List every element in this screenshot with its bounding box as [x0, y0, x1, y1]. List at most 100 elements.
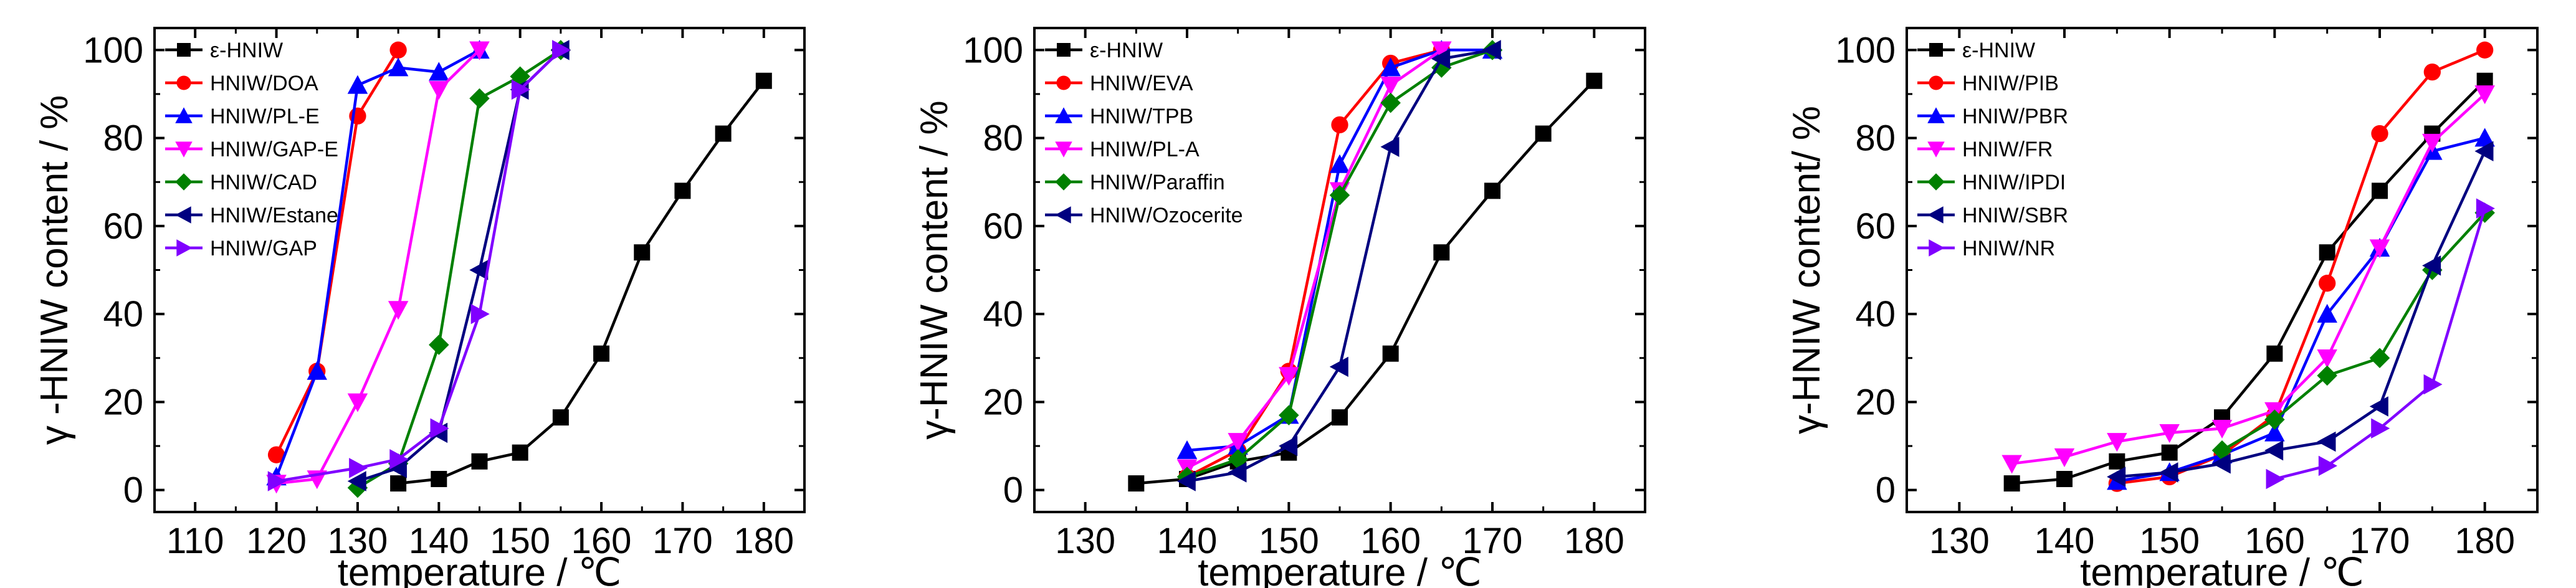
- data-point: [2371, 418, 2390, 439]
- x-tick-label: 150: [490, 521, 550, 561]
- legend-marker: [176, 75, 191, 90]
- series-6: [1176, 40, 1501, 491]
- data-point: [2318, 455, 2337, 477]
- data-point: [2369, 348, 2390, 369]
- data-point: [2054, 448, 2075, 467]
- legend-marker: [177, 43, 191, 57]
- y-axis-title: γ -HNIW content / %: [33, 95, 76, 445]
- legend-label: HNIW/GAP: [210, 237, 317, 260]
- y-tick-label: 80: [983, 118, 1023, 159]
- legend-marker: [175, 206, 191, 224]
- data-point: [2317, 365, 2337, 386]
- data-point: [390, 475, 407, 492]
- data-point: [2319, 244, 2335, 261]
- legend-label: HNIW/PBR: [1962, 105, 2068, 128]
- data-point: [755, 72, 772, 89]
- legend-label: HNIW/GAP-E: [210, 138, 338, 161]
- series-3: [2107, 128, 2495, 490]
- data-point: [431, 471, 447, 488]
- legend-marker: [1057, 43, 1071, 57]
- plot-frame: [1033, 27, 1646, 513]
- x-axis-title: temperature / ℃: [338, 551, 622, 588]
- x-tick-label: 140: [2035, 521, 2095, 561]
- y-tick-label: 20: [103, 382, 143, 422]
- data-point: [349, 458, 368, 478]
- series-line: [357, 49, 562, 483]
- data-point: [2266, 468, 2285, 490]
- x-tick-label: 160: [1360, 521, 1421, 561]
- data-point: [470, 303, 490, 325]
- data-point: [429, 334, 449, 355]
- data-point: [1433, 244, 1450, 261]
- x-tick-label: 110: [166, 521, 224, 561]
- data-point: [593, 345, 610, 362]
- data-point: [347, 75, 368, 94]
- data-point: [1329, 154, 1350, 173]
- data-point: [511, 79, 530, 100]
- y-tick-label: 0: [1003, 470, 1023, 511]
- data-point: [1380, 77, 1401, 96]
- legend-marker: [1929, 43, 1943, 57]
- x-tick-label: 130: [1055, 521, 1115, 561]
- legend-marker: [1929, 239, 1945, 257]
- legend-label: ε-HNIW: [210, 39, 283, 62]
- data-point: [715, 125, 732, 142]
- series-line: [2117, 49, 2486, 485]
- series-6: [2107, 141, 2494, 487]
- data-point: [469, 41, 490, 60]
- y-tick-label: 60: [983, 206, 1023, 247]
- data-point: [2474, 85, 2495, 105]
- x-axis-title: temperature / ℃: [1198, 551, 1482, 588]
- data-point: [1484, 183, 1500, 199]
- chart-panel-1: 110 120 130 140 150 160 170 180 0 20 40 60 80 100 temp…: [33, 27, 806, 588]
- data-point: [552, 409, 569, 426]
- legend-marker: [175, 173, 193, 191]
- data-point: [1228, 433, 1248, 452]
- data-point: [2001, 455, 2022, 474]
- legend: ε-HNIW HNIW/DOA HNIW/PL-E HNIW/GAP-E HNIW/CA…: [165, 39, 338, 260]
- legend-marker: [175, 107, 193, 123]
- data-point: [1128, 475, 1145, 492]
- x-tick-label: 170: [652, 521, 713, 561]
- x-tick-label: 140: [409, 521, 469, 561]
- data-point: [430, 418, 449, 439]
- data-point: [1586, 72, 1603, 89]
- legend-marker: [1927, 141, 1945, 158]
- data-point: [1380, 57, 1401, 77]
- data-point: [2264, 440, 2284, 461]
- y-tick-label: 40: [103, 294, 143, 334]
- data-point: [2422, 133, 2443, 153]
- data-point: [674, 183, 691, 199]
- legend-label: HNIW/CAD: [210, 171, 317, 194]
- series-3: [266, 40, 490, 486]
- data-point: [1329, 356, 1348, 377]
- data-point: [2109, 453, 2125, 470]
- data-point: [429, 81, 449, 100]
- data-point: [2003, 475, 2020, 492]
- data-point: [388, 458, 407, 478]
- data-point: [2159, 462, 2178, 483]
- legend: ε-HNIW HNIW/PIB HNIW/PBR HNIW/FR HNIW/IPDI HN…: [1917, 39, 2068, 260]
- series-4: [1176, 41, 1452, 478]
- series-1: [390, 72, 772, 492]
- y-tick-label: 100: [1835, 30, 1896, 70]
- series-line: [398, 80, 765, 485]
- data-point: [2372, 183, 2388, 199]
- data-point: [2317, 303, 2337, 323]
- data-point: [2422, 255, 2441, 276]
- x-tick-label: 170: [2350, 521, 2410, 561]
- data-point: [1331, 116, 1348, 134]
- legend-label: HNIW/EVA: [1090, 72, 1193, 95]
- data-point: [1380, 136, 1400, 157]
- legend-label: HNIW/Paraffin: [1090, 171, 1225, 194]
- legend: ε-HNIW HNIW/EVA HNIW/TPB HNIW/PL-A HNIW/Para…: [1045, 39, 1243, 227]
- data-point: [2369, 396, 2388, 417]
- y-axis-title: γ-HNIW content/ %: [1785, 106, 1828, 434]
- data-point: [2317, 349, 2337, 369]
- legend-marker: [1927, 107, 1945, 123]
- data-point: [389, 41, 407, 59]
- series-line: [1136, 80, 1595, 485]
- y-tick-label: 100: [963, 30, 1023, 70]
- data-point: [1535, 125, 1552, 142]
- legend-marker: [176, 239, 193, 257]
